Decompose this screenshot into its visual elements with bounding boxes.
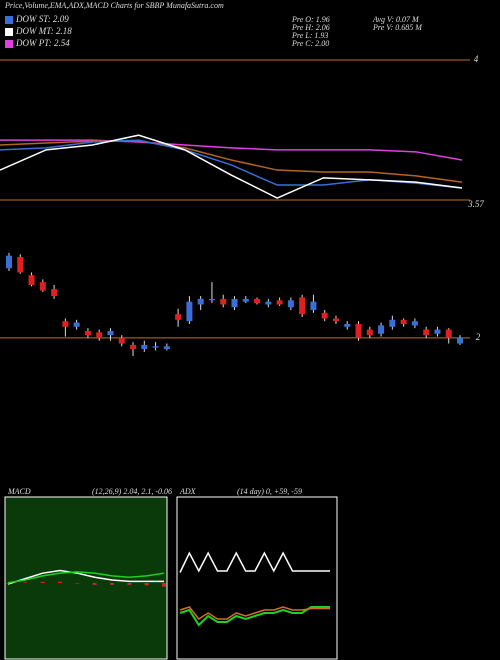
candle-body xyxy=(175,314,182,320)
macd-hist xyxy=(23,582,28,583)
candle-body xyxy=(287,300,294,308)
candle-body xyxy=(389,319,396,327)
candle-body xyxy=(321,312,328,319)
candle-body xyxy=(208,298,215,301)
candle-body xyxy=(231,298,238,308)
candle-body xyxy=(130,344,137,350)
candle-body xyxy=(51,289,58,297)
macd-subtitle: (12,26,9) 2.04, 2.1, -0.06 xyxy=(92,487,172,496)
candle-body xyxy=(400,319,407,324)
legend-label: DOW PT: 2.54 xyxy=(15,38,70,48)
adx-panel xyxy=(176,496,338,660)
candle-body xyxy=(197,298,204,305)
candle-body xyxy=(378,325,385,334)
macd-hist xyxy=(92,583,97,585)
series-line xyxy=(179,606,330,627)
adx-subtitle: (14 day) 0, +59, -59 xyxy=(237,487,302,496)
candle-body xyxy=(96,332,103,338)
macd-hist xyxy=(40,581,45,583)
macd-hist xyxy=(6,583,10,584)
candle-body xyxy=(366,329,373,336)
y-tick-label: 4 xyxy=(474,54,479,64)
candle-body xyxy=(457,337,463,344)
series-line xyxy=(179,551,330,573)
candle-body xyxy=(73,322,80,327)
macd-hist xyxy=(110,583,114,585)
candle-body xyxy=(355,323,362,338)
chart-title: Price,Volume,EMA,ADX,MACD Charts for SBB… xyxy=(4,1,224,10)
macd-hist xyxy=(58,581,62,583)
candle-body xyxy=(344,323,351,327)
stat: Pre H: 2.06 xyxy=(291,23,330,32)
candle-body xyxy=(17,257,24,273)
macd-hist xyxy=(127,583,132,585)
legend-swatch xyxy=(5,28,13,36)
candle-body xyxy=(434,329,441,334)
macd-hist xyxy=(162,583,166,587)
series-line xyxy=(0,134,463,199)
candle-body xyxy=(332,318,339,322)
series-line xyxy=(7,571,165,584)
candle-body xyxy=(152,346,159,348)
candle-body xyxy=(84,330,91,336)
candle-body xyxy=(220,298,227,305)
y-tick-label: 3.57 xyxy=(467,199,484,209)
candle-body xyxy=(28,275,35,285)
stat: Pre L: 1.93 xyxy=(291,31,328,40)
legend-label: DOW ST: 2.09 xyxy=(15,14,69,24)
legend-swatch xyxy=(5,40,13,48)
series-line xyxy=(0,139,463,161)
series-line xyxy=(179,606,330,620)
candle-body xyxy=(276,300,283,305)
candle-body xyxy=(39,282,46,291)
candle-body xyxy=(445,329,452,338)
candle-body xyxy=(265,301,272,305)
candle-body xyxy=(6,255,12,269)
stat: Pre V: 0.685 M xyxy=(372,23,423,32)
stat: Pre O: 1.96 xyxy=(291,15,330,24)
series-line xyxy=(0,140,463,183)
stat: Pre C: 2.00 xyxy=(291,39,329,48)
candle-body xyxy=(141,344,148,350)
candle-body xyxy=(310,301,317,311)
series-line xyxy=(7,569,164,585)
candle-body xyxy=(254,298,261,304)
legend-label: DOW MT: 2.18 xyxy=(15,26,72,36)
candle-body xyxy=(242,298,249,302)
candle-body xyxy=(163,346,170,350)
macd-title: MACD xyxy=(7,487,31,496)
legend-swatch xyxy=(5,16,13,24)
candle-body xyxy=(62,321,69,327)
adx-title: ADX xyxy=(179,487,197,496)
candle-body xyxy=(118,337,125,344)
macd-hist xyxy=(75,583,80,584)
macd-hist xyxy=(144,583,149,586)
candle-body xyxy=(411,321,418,326)
y-tick-label: 2 xyxy=(476,332,481,342)
candle-body xyxy=(186,301,193,322)
stat: Avg V: 0.07 M xyxy=(372,15,420,24)
candle-body xyxy=(299,297,306,315)
candle-body xyxy=(107,330,114,336)
candle-body xyxy=(423,329,430,336)
